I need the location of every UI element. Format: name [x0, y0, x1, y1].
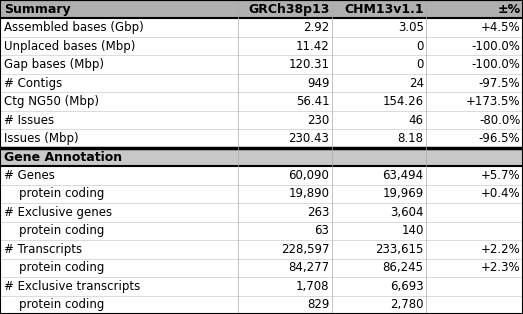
- Text: 3.05: 3.05: [398, 21, 424, 34]
- Text: 120.31: 120.31: [289, 58, 329, 71]
- Text: protein coding: protein coding: [4, 187, 105, 200]
- Bar: [0, 295, 523, 314]
- Text: 230.43: 230.43: [289, 132, 329, 145]
- Bar: [0, 55, 523, 74]
- Text: 0: 0: [416, 40, 424, 53]
- Bar: [0, 111, 523, 129]
- Text: CHM13v1.1: CHM13v1.1: [344, 3, 424, 16]
- Text: 86,245: 86,245: [383, 261, 424, 274]
- Text: +4.5%: +4.5%: [481, 21, 520, 34]
- Text: 84,277: 84,277: [288, 261, 329, 274]
- Text: -80.0%: -80.0%: [479, 114, 520, 127]
- Text: 949: 949: [307, 77, 329, 89]
- Text: 11.42: 11.42: [295, 40, 329, 53]
- Text: 60,090: 60,090: [289, 169, 329, 182]
- Text: Issues (Mbp): Issues (Mbp): [4, 132, 79, 145]
- Text: 140: 140: [401, 225, 424, 237]
- Text: 154.26: 154.26: [382, 95, 424, 108]
- Bar: [0, 129, 523, 148]
- Text: +173.5%: +173.5%: [466, 95, 520, 108]
- Text: Summary: Summary: [4, 3, 71, 16]
- Text: ±%: ±%: [497, 3, 520, 16]
- Text: 8.18: 8.18: [397, 132, 424, 145]
- Text: 63: 63: [315, 225, 329, 237]
- Bar: [0, 222, 523, 240]
- Bar: [0, 74, 523, 92]
- Bar: [0, 92, 523, 111]
- Text: # Transcripts: # Transcripts: [4, 243, 82, 256]
- Text: Assembled bases (Gbp): Assembled bases (Gbp): [4, 21, 144, 34]
- Text: Unplaced bases (Mbp): Unplaced bases (Mbp): [4, 40, 135, 53]
- Text: +0.4%: +0.4%: [481, 187, 520, 200]
- Text: Gap bases (Mbp): Gap bases (Mbp): [4, 58, 104, 71]
- Bar: [0, 0, 523, 19]
- Text: 19,890: 19,890: [289, 187, 329, 200]
- Bar: [0, 166, 523, 185]
- Text: 56.41: 56.41: [296, 95, 329, 108]
- Text: 1,708: 1,708: [296, 280, 329, 293]
- Text: protein coding: protein coding: [4, 225, 105, 237]
- Text: # Exclusive genes: # Exclusive genes: [4, 206, 112, 219]
- Text: 3,604: 3,604: [390, 206, 424, 219]
- Bar: [0, 259, 523, 277]
- Bar: [0, 185, 523, 203]
- Text: 19,969: 19,969: [382, 187, 424, 200]
- Text: 2.92: 2.92: [303, 21, 329, 34]
- Text: 2,780: 2,780: [390, 298, 424, 311]
- Text: +2.3%: +2.3%: [481, 261, 520, 274]
- Text: # Genes: # Genes: [4, 169, 55, 182]
- Text: 6,693: 6,693: [390, 280, 424, 293]
- Bar: [0, 19, 523, 37]
- Text: 263: 263: [307, 206, 329, 219]
- Bar: [0, 148, 523, 166]
- Text: GRCh38p13: GRCh38p13: [248, 3, 329, 16]
- Bar: [0, 37, 523, 55]
- Text: 63,494: 63,494: [382, 169, 424, 182]
- Text: 24: 24: [408, 77, 424, 89]
- Text: -100.0%: -100.0%: [472, 40, 520, 53]
- Text: protein coding: protein coding: [4, 261, 105, 274]
- Text: 230: 230: [307, 114, 329, 127]
- Text: 0: 0: [416, 58, 424, 71]
- Text: -97.5%: -97.5%: [479, 77, 520, 89]
- Text: # Exclusive transcripts: # Exclusive transcripts: [4, 280, 141, 293]
- Text: 228,597: 228,597: [281, 243, 329, 256]
- Text: # Issues: # Issues: [4, 114, 54, 127]
- Text: -96.5%: -96.5%: [479, 132, 520, 145]
- Text: 829: 829: [307, 298, 329, 311]
- Bar: [0, 203, 523, 222]
- Bar: [0, 277, 523, 295]
- Text: -100.0%: -100.0%: [472, 58, 520, 71]
- Text: Ctg NG50 (Mbp): Ctg NG50 (Mbp): [4, 95, 99, 108]
- Text: +5.7%: +5.7%: [481, 169, 520, 182]
- Bar: [0, 240, 523, 259]
- Text: # Contigs: # Contigs: [4, 77, 62, 89]
- Text: +2.2%: +2.2%: [481, 243, 520, 256]
- Text: protein coding: protein coding: [4, 298, 105, 311]
- Text: 46: 46: [408, 114, 424, 127]
- Text: Gene Annotation: Gene Annotation: [4, 150, 122, 164]
- Text: 233,615: 233,615: [376, 243, 424, 256]
